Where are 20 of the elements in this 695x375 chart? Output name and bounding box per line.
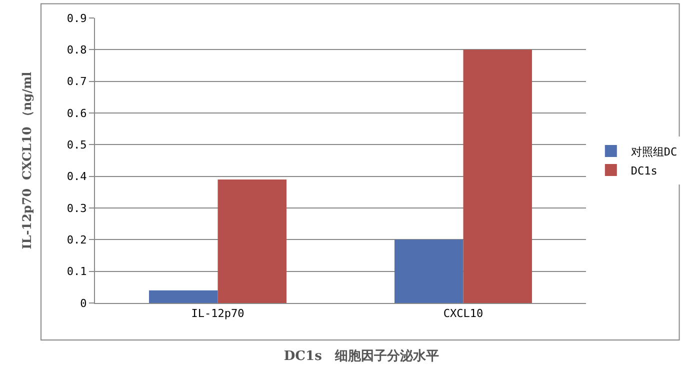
y-tick-label: 0 [80,296,87,310]
y-tick-label: 0.7 [66,75,87,88]
bar [218,180,286,303]
y-tick-label: 0.4 [66,170,88,184]
legend-label: 对照组DC [630,145,678,158]
y-tick-label: 0.1 [66,265,87,278]
y-tick-label: 0.8 [66,44,87,57]
y-tick-label: 0.2 [66,234,87,247]
text: DC1s 细胞因子分泌水平 [284,348,439,364]
bar [394,240,464,303]
y-tick-label: 0.9 [66,12,87,25]
y-tick-label: 0.3 [66,202,87,215]
bar [463,50,532,303]
bar [149,290,218,303]
x-tick-label: CXCL10 [443,307,484,320]
y-axis-title: IL-12p70 CXCL10 （ng/ml [20,71,34,250]
y-tick-label: 0.6 [66,106,87,120]
legend-label: DC1s [630,164,658,178]
x-tick-label: IL-12p70 [191,307,244,320]
y-tick-label: 0.5 [66,138,87,152]
